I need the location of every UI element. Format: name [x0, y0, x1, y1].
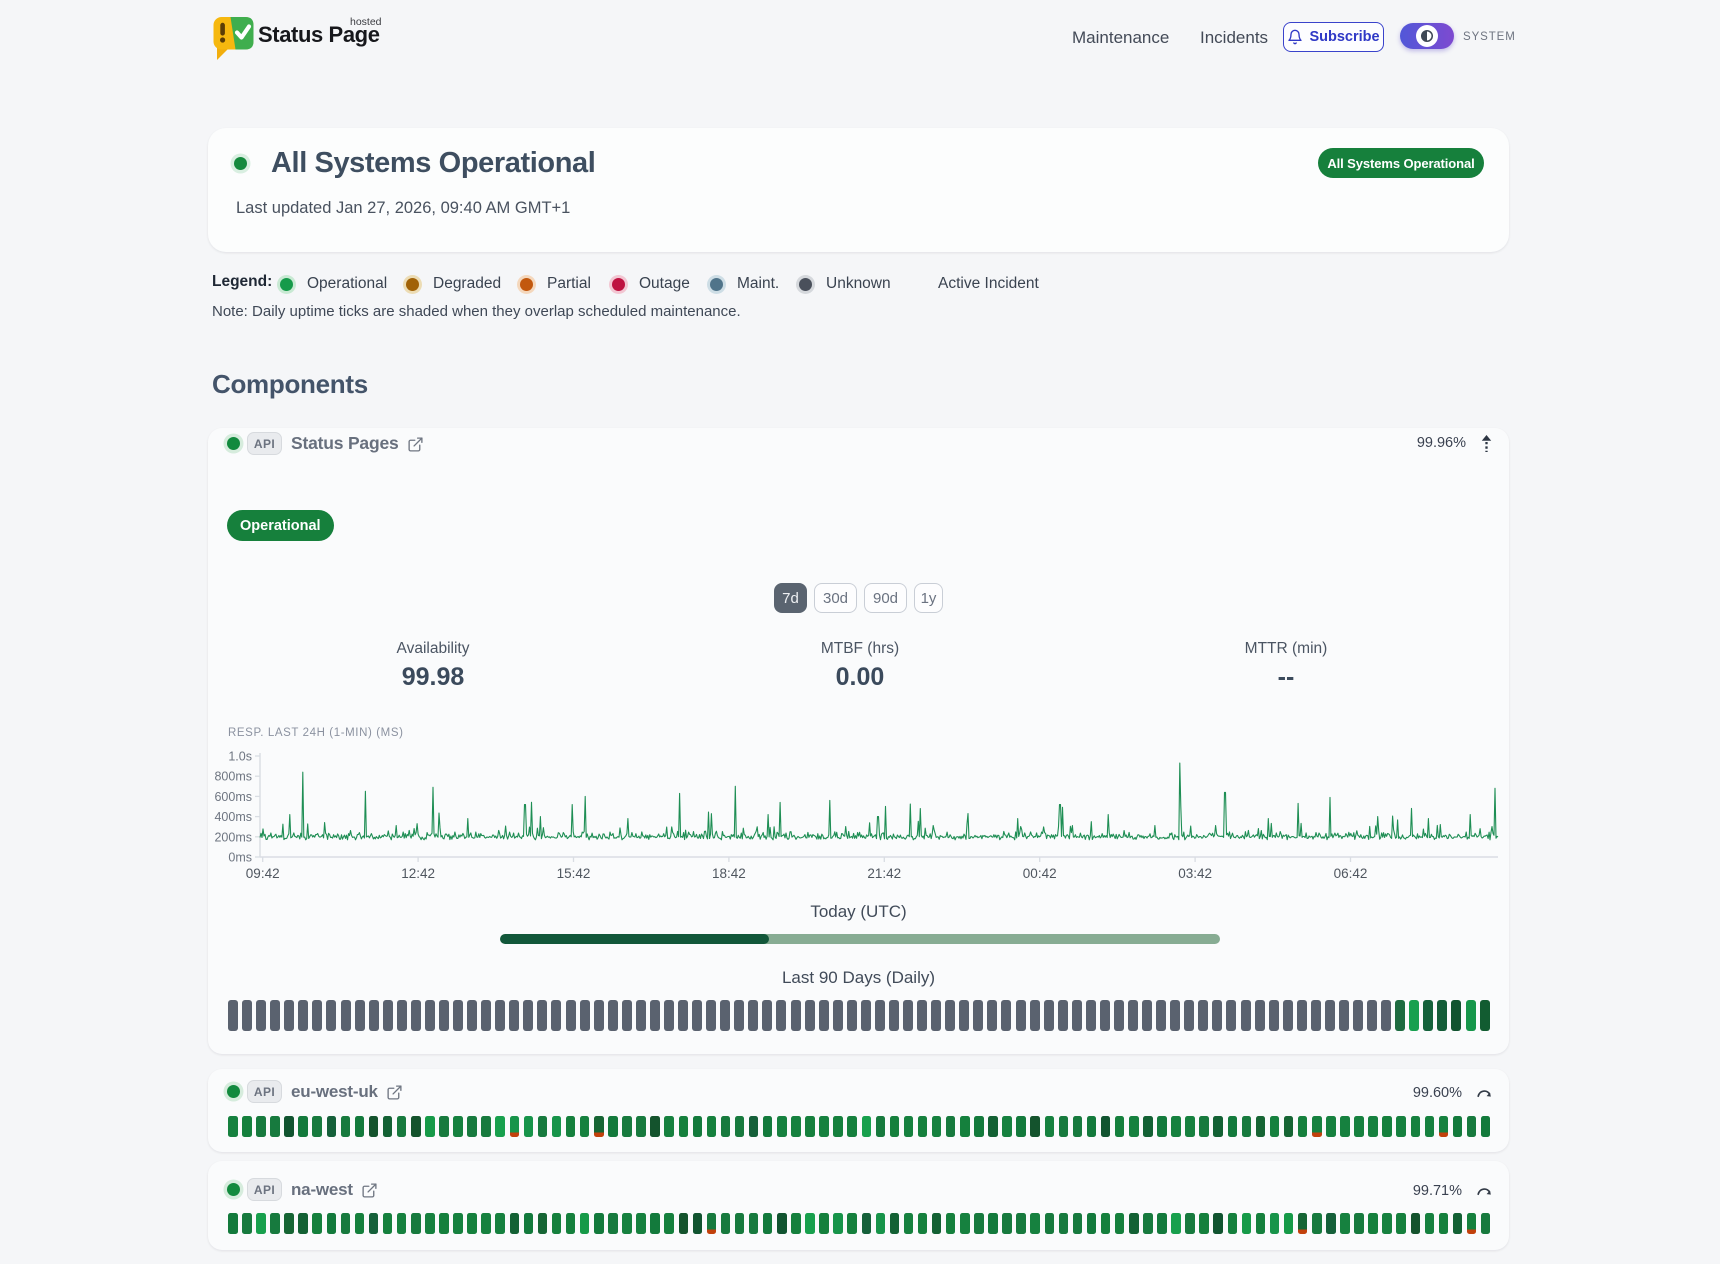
svg-text:800ms: 800ms	[214, 770, 252, 784]
svg-text:00:42: 00:42	[1023, 866, 1057, 881]
svg-text:18:42: 18:42	[712, 866, 746, 881]
svg-text:09:42: 09:42	[246, 866, 280, 881]
svg-text:400ms: 400ms	[214, 810, 252, 824]
svg-text:200ms: 200ms	[214, 830, 252, 844]
svg-text:12:42: 12:42	[401, 866, 435, 881]
svg-text:06:42: 06:42	[1334, 866, 1368, 881]
svg-text:03:42: 03:42	[1178, 866, 1212, 881]
svg-text:15:42: 15:42	[557, 866, 591, 881]
svg-text:1.0s: 1.0s	[228, 750, 252, 764]
svg-text:0ms: 0ms	[228, 851, 252, 865]
svg-text:21:42: 21:42	[867, 866, 901, 881]
svg-text:600ms: 600ms	[214, 790, 252, 804]
